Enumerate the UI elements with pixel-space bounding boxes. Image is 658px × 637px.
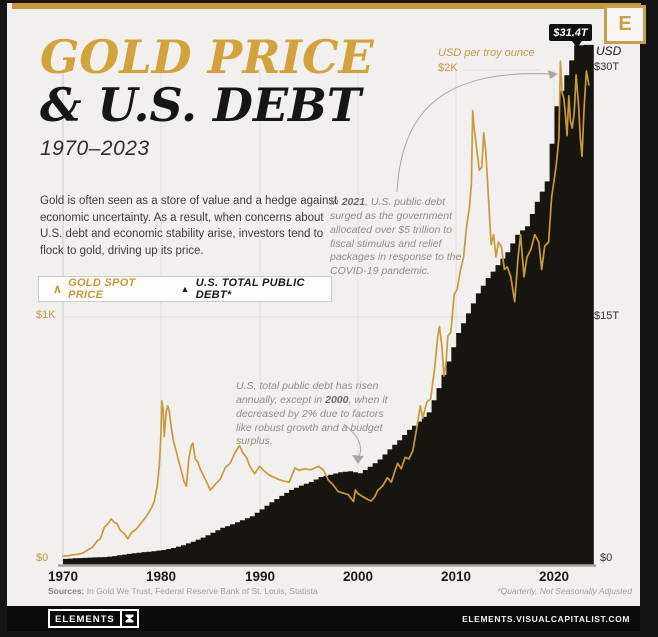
annotation-2021-year: 2021 bbox=[341, 196, 366, 208]
page-title-gold: GOLD PRICE bbox=[40, 30, 374, 84]
footer-url-link[interactable]: ELEMENTS.VISUALCAPITALIST.COM bbox=[462, 613, 630, 624]
title-block: GOLD PRICE & U.S. DEBT 1970–2023 bbox=[40, 34, 374, 159]
footnote-quarterly: *Quarterly, Not Seasonally Adjusted bbox=[497, 586, 632, 596]
elements-brand-label: ELEMENTS bbox=[55, 613, 115, 625]
callout-pointer bbox=[572, 41, 582, 48]
left-axis-tick-2k: $2K bbox=[438, 62, 458, 74]
annotation-2000-year: 2000 bbox=[325, 393, 349, 406]
intro-paragraph: Gold is often seen as a store of value a… bbox=[40, 195, 338, 258]
annotation-2021-debt: In 2021, U.S. public debt surged as the … bbox=[330, 196, 462, 278]
page-title-debt: & U.S. DEBT bbox=[40, 78, 362, 132]
annotation-2000-debt: U.S. total public debt has risen annuall… bbox=[236, 380, 388, 448]
right-axis-title: USD bbox=[596, 44, 622, 58]
gold-accent-bar bbox=[12, 3, 641, 9]
right-axis-tick-0: $0 bbox=[600, 552, 613, 564]
sources-text: Sources: In Gold We Trust, Federal Reser… bbox=[48, 586, 318, 596]
debt-bars bbox=[63, 44, 594, 565]
footer-bar: ELEMENTS ELEMENTS.VISUALCAPITALIST.COM bbox=[7, 606, 640, 631]
e-logo-letter: E bbox=[618, 13, 632, 35]
x-tick-1970: 1970 bbox=[47, 569, 79, 584]
x-tick-2020: 2020 bbox=[538, 569, 570, 584]
legend-item-gold: ∧ GOLD SPOT PRICE bbox=[53, 277, 165, 301]
x-tick-1980: 1980 bbox=[145, 569, 177, 584]
left-axis-tick-0: $0 bbox=[36, 552, 49, 564]
chart-legend: ∧ GOLD SPOT PRICE ▲ U.S. TOTAL PUBLIC DE… bbox=[38, 276, 332, 302]
sources-label: Sources: bbox=[48, 586, 85, 596]
x-tick-2010: 2010 bbox=[440, 569, 472, 584]
legend-debt-label: U.S. TOTAL PUBLIC DEBT* bbox=[195, 277, 305, 301]
legend-gold-label: GOLD SPOT PRICE bbox=[68, 277, 136, 301]
elements-brand-logo: ELEMENTS bbox=[48, 609, 139, 628]
left-axis-tick-1k: $1K bbox=[36, 309, 56, 321]
line-marker-icon: ∧ bbox=[53, 282, 63, 296]
hourglass-icon bbox=[119, 611, 137, 626]
x-tick-2000: 2000 bbox=[342, 569, 374, 584]
annotation-arrows bbox=[343, 70, 558, 464]
triangle-marker-icon: ▲ bbox=[180, 284, 190, 294]
debt-callout-badge: $31.4T bbox=[549, 24, 592, 41]
right-axis-tick-30t: $30T bbox=[594, 61, 620, 73]
sources-row: Sources: In Gold We Trust, Federal Reser… bbox=[48, 586, 632, 596]
date-range-subtitle: 1970–2023 bbox=[40, 137, 150, 160]
elements-e-logo: E bbox=[604, 5, 646, 44]
left-axis-title: USD per troy ounce bbox=[438, 47, 535, 59]
right-axis-tick-15t: $15T bbox=[594, 310, 620, 322]
legend-item-debt: ▲ U.S. TOTAL PUBLIC DEBT* bbox=[181, 277, 331, 301]
gold-price-line bbox=[62, 60, 590, 557]
x-tick-1990: 1990 bbox=[244, 569, 276, 584]
